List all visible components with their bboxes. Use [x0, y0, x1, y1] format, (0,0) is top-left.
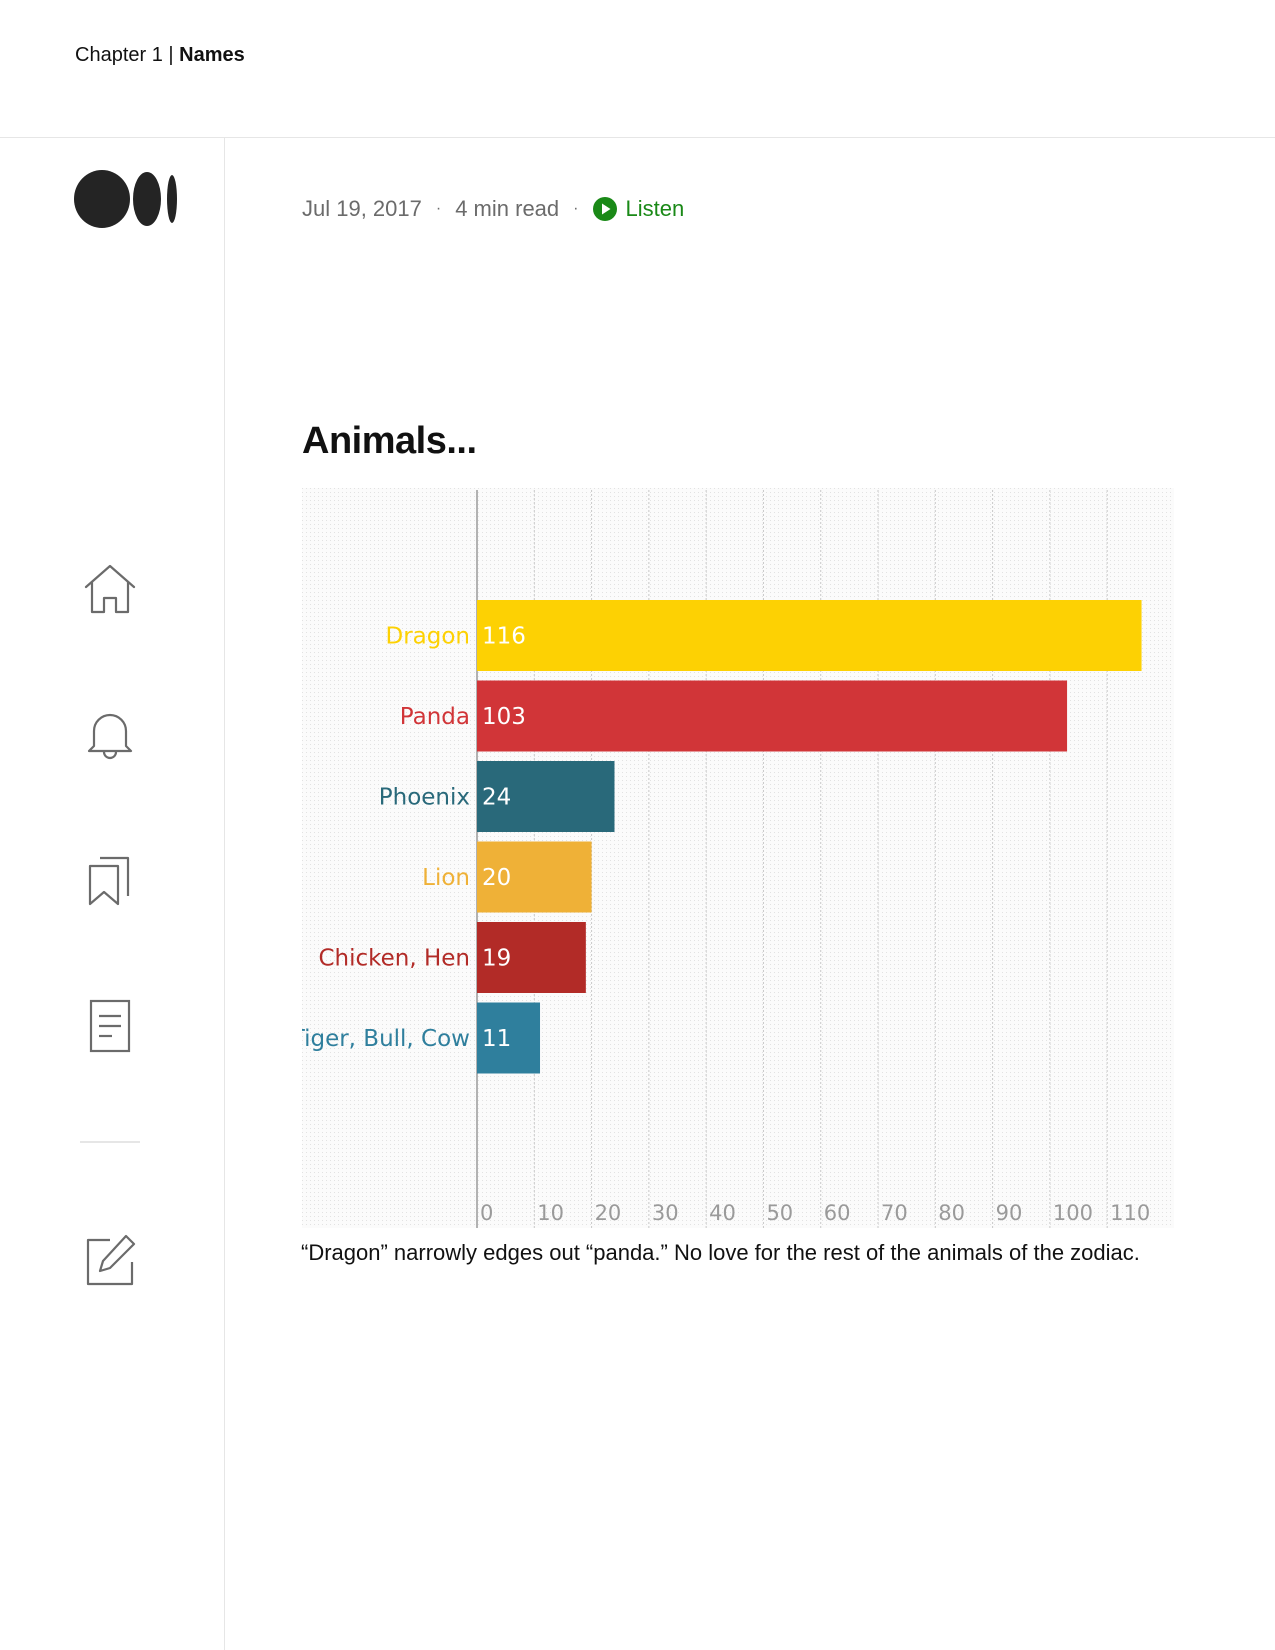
x-tick-label: 80	[938, 1201, 965, 1225]
animals-bar-chart: 0 10 20 30 40 50 60 70 80 90 100 110 Dragon 116 Panda 1…	[290, 488, 1174, 1228]
bar-phoenix	[477, 761, 615, 832]
bar-panda	[477, 680, 1068, 752]
sidebar-divider	[80, 1141, 140, 1143]
category-label: Lion	[422, 865, 470, 891]
chapter-name: Names	[179, 44, 245, 66]
nav-stories[interactable]	[82, 998, 138, 1054]
x-tick-label: 70	[881, 1201, 908, 1225]
publish-date: Jul 19, 2017	[302, 196, 422, 221]
nav-write[interactable]	[82, 1232, 138, 1288]
chart-svg: 0 10 20 30 40 50 60 70 80 90 100 110 Dragon 116 Panda 1…	[290, 488, 1174, 1228]
bar-lion	[477, 841, 592, 913]
bar-chicken-hen	[477, 922, 586, 993]
bar-value-label: 20	[482, 865, 511, 891]
x-tick-label: 0	[480, 1201, 493, 1225]
chapter-title: Chapter 1 | Names	[75, 44, 245, 67]
chart-background-texture	[302, 488, 1174, 1228]
listen-button[interactable]: Listen	[592, 196, 684, 222]
x-tick-label: 110	[1110, 1201, 1150, 1225]
article-meta: Jul 19, 2017 · 4 min read · Listen	[302, 192, 684, 226]
meta-separator: ·	[435, 200, 442, 217]
nav-notifications[interactable]	[82, 706, 138, 762]
category-label: Phoenix	[379, 785, 470, 811]
section-heading: Animals...	[302, 420, 477, 462]
bar-value-label: 19	[482, 946, 511, 972]
bar-value-label: 103	[482, 704, 526, 730]
category-label: Panda	[400, 704, 470, 730]
bar-tiger-bull-cow	[477, 1002, 541, 1074]
figure-caption: “Dragon” narrowly edges out “panda.” No …	[301, 1240, 1140, 1265]
category-label: Dragon	[385, 624, 470, 650]
document-icon	[89, 999, 131, 1053]
bell-icon	[87, 713, 133, 760]
x-tick-label: 10	[537, 1201, 564, 1225]
edit-icon	[86, 1234, 136, 1286]
x-tick-label: 40	[709, 1201, 736, 1225]
bar-value-label: 11	[482, 1026, 511, 1052]
home-icon	[84, 564, 136, 614]
bookmarks-icon	[88, 856, 130, 906]
x-tick-label: 90	[996, 1201, 1023, 1225]
category-label: Chicken, Hen	[318, 946, 470, 972]
medium-logo-icon[interactable]	[74, 170, 178, 228]
nav-lists[interactable]	[82, 852, 138, 908]
bar-value-label: 24	[482, 785, 511, 811]
x-tick-label: 30	[652, 1201, 679, 1225]
x-tick-label: 60	[824, 1201, 851, 1225]
read-time: 4 min read	[455, 196, 560, 221]
bar-value-label: 116	[482, 624, 526, 650]
meta-separator: ·	[573, 200, 579, 217]
x-tick-label: 50	[766, 1201, 793, 1225]
nav-home[interactable]	[82, 560, 138, 616]
category-label: Tiger, Bull, Cow	[302, 1026, 470, 1052]
play-circle-icon	[593, 197, 618, 221]
top-bar: Chapter 1 | Names	[0, 0, 1275, 138]
bar-dragon	[477, 600, 1142, 671]
x-tick-label: 20	[595, 1201, 622, 1225]
listen-label: Listen	[625, 196, 685, 221]
x-tick-label: 100	[1053, 1201, 1093, 1225]
chapter-prefix: Chapter 1 |	[75, 44, 180, 66]
sidebar	[0, 138, 225, 1650]
